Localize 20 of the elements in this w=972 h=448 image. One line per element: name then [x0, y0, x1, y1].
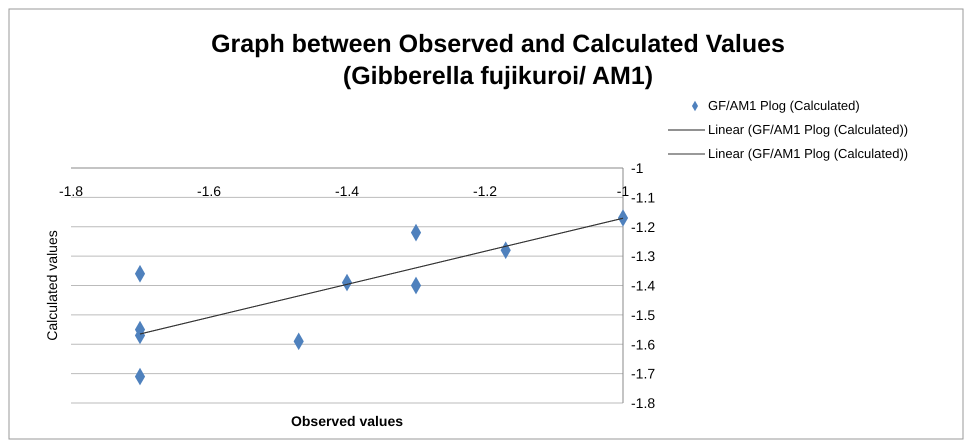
y-tick-label: -1.6	[631, 336, 656, 352]
x-tick-label: -1	[616, 183, 630, 199]
x-axis-title: Observed values	[290, 413, 404, 429]
x-tick-label: -1.8	[58, 183, 84, 199]
x-tick-label: -1.4	[334, 183, 360, 199]
legend-label: Linear (GF/AM1 Plog (Calculated))	[708, 146, 908, 161]
x-tick-label: -1.6	[196, 183, 222, 199]
x-tick-label: -1.2	[472, 183, 498, 199]
y-tick-label: -1.3	[631, 248, 656, 264]
legend-label: GF/AM1 Plog (Calculated)	[708, 98, 860, 113]
y-tick-label: -1.2	[631, 218, 656, 235]
chart-title: Graph between Observed and Calculated Values (Gibberella fujikuroi/ AM1)	[211, 30, 785, 90]
y-tick-label: -1	[631, 160, 644, 176]
y-tick-label: -1.5	[631, 306, 656, 323]
y-axis-title: Calculated values	[44, 230, 60, 341]
y-tick-label: -1.8	[631, 395, 656, 411]
y-tick-label: -1.7	[631, 366, 656, 382]
legend-label: Linear (GF/AM1 Plog (Calculated))	[708, 122, 908, 137]
y-tick-label: -1.1	[631, 189, 656, 206]
y-tick-label: -1.4	[631, 278, 656, 294]
